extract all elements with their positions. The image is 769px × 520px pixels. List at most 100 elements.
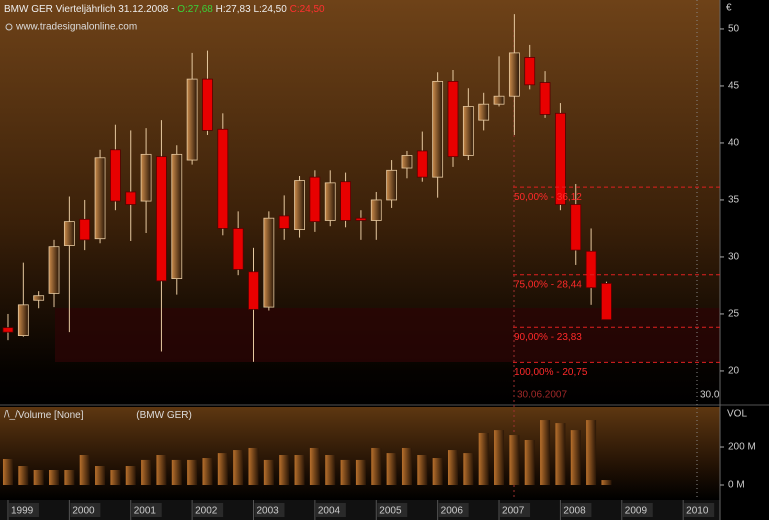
x-tick-label: 2010 [686, 506, 709, 517]
header-low: L:24,50 [253, 4, 287, 15]
x-tick-box [561, 503, 592, 517]
time-axis [0, 500, 720, 520]
fib-label: 75,00% - 28,44 [514, 279, 582, 290]
volume-bar [279, 454, 290, 485]
candle-up [171, 153, 183, 280]
x-tick-box [684, 503, 715, 517]
y-tick-label: 0 M [728, 480, 745, 491]
volume-bar [555, 423, 566, 485]
fib-label: 100,00% - 20,75 [514, 367, 588, 378]
volume-bar [79, 454, 90, 485]
volume-bar [340, 459, 351, 485]
candle-up [140, 153, 152, 202]
volume-panel [0, 407, 720, 500]
candle-down [555, 112, 566, 205]
candle-down [125, 191, 137, 205]
candle-down [601, 282, 612, 321]
volume-bar [386, 453, 397, 485]
candle-up [493, 95, 505, 105]
volume-bar [156, 454, 167, 485]
candle-up [370, 199, 382, 221]
volume-bar [110, 469, 121, 485]
volume-bar [355, 459, 366, 485]
candle-up [478, 103, 490, 121]
x-tick-label: 2001 [134, 506, 157, 517]
volume-bar [432, 458, 443, 485]
volume-bar [64, 469, 75, 485]
volume-bar [263, 459, 274, 485]
volume-bar [509, 435, 520, 485]
candle-up [263, 217, 275, 308]
volume-bar [171, 459, 182, 485]
candle-down [156, 156, 167, 282]
x-tick-box [438, 503, 469, 517]
axis-panel [720, 0, 769, 520]
candle-up [432, 80, 444, 178]
header-open: O:27,68 [177, 4, 213, 15]
y-tick-label: 30 [728, 252, 740, 263]
fib-label: 50,00% - 36,12 [514, 192, 582, 203]
volume-bar [202, 458, 213, 485]
volume-bar [18, 466, 29, 485]
candle-down [202, 78, 213, 131]
axis-note: 30.0 [700, 390, 720, 401]
volume-bar [187, 459, 198, 485]
x-tick-label: 2002 [195, 506, 218, 517]
volume-bar [141, 459, 152, 485]
candle-up [48, 246, 60, 294]
volume-bar [309, 447, 320, 485]
x-tick-label: 2009 [625, 506, 648, 517]
candle-up [17, 304, 29, 337]
x-tick-label: 2004 [318, 506, 341, 517]
x-tick-label: 2000 [72, 506, 95, 517]
volume-bar [540, 420, 551, 485]
x-tick-box [500, 503, 531, 517]
x-tick-box [8, 503, 39, 517]
candle-down [248, 271, 259, 310]
candle-up [324, 182, 336, 221]
unit: € [726, 3, 732, 14]
x-tick-label: 2006 [441, 506, 464, 517]
candle-down [79, 218, 91, 241]
y-tick-label: 45 [728, 81, 740, 92]
volume-bar [95, 466, 106, 485]
volume-bar [248, 447, 259, 485]
candle-down [416, 150, 428, 178]
candle-down [524, 57, 536, 86]
volume-bar [401, 447, 412, 485]
candle-down [355, 217, 367, 221]
y-tick-label: 40 [728, 138, 740, 149]
candle-up [63, 221, 75, 246]
volume-bar [478, 432, 489, 485]
candle-down [232, 228, 244, 270]
candle-down [109, 149, 121, 202]
volume-axis-title: VOL [727, 409, 747, 420]
volume-bar [2, 458, 13, 485]
candle-up [186, 78, 198, 161]
candle-up [386, 169, 398, 201]
y-tick-label: 35 [728, 195, 740, 206]
candle-down [278, 215, 290, 229]
y-tick-label: 50 [728, 24, 740, 35]
x-tick-box [622, 503, 653, 517]
header-close: C:24,50 [290, 4, 325, 15]
volume-bar [294, 454, 305, 485]
candle-up [508, 52, 520, 97]
candle-up [294, 180, 305, 230]
plot: 20 25 30 35 40 45 50 50,00% - 36,12 75,00% - 28,… [2, 14, 756, 520]
x-tick-label: 2003 [257, 506, 280, 517]
x-tick-label: 1999 [11, 506, 34, 517]
candle-down [570, 204, 582, 251]
candle-up [33, 295, 45, 301]
candle-down [309, 176, 321, 223]
volume-bar [217, 453, 228, 485]
candle-down [2, 327, 14, 333]
y-tick-label: 200 M [728, 442, 756, 453]
y-tick-label: 20 [728, 366, 740, 377]
header-high: H:27,83 [216, 4, 251, 15]
candle-up [94, 157, 106, 240]
volume-bar [325, 454, 336, 485]
volume-bar [586, 420, 597, 485]
